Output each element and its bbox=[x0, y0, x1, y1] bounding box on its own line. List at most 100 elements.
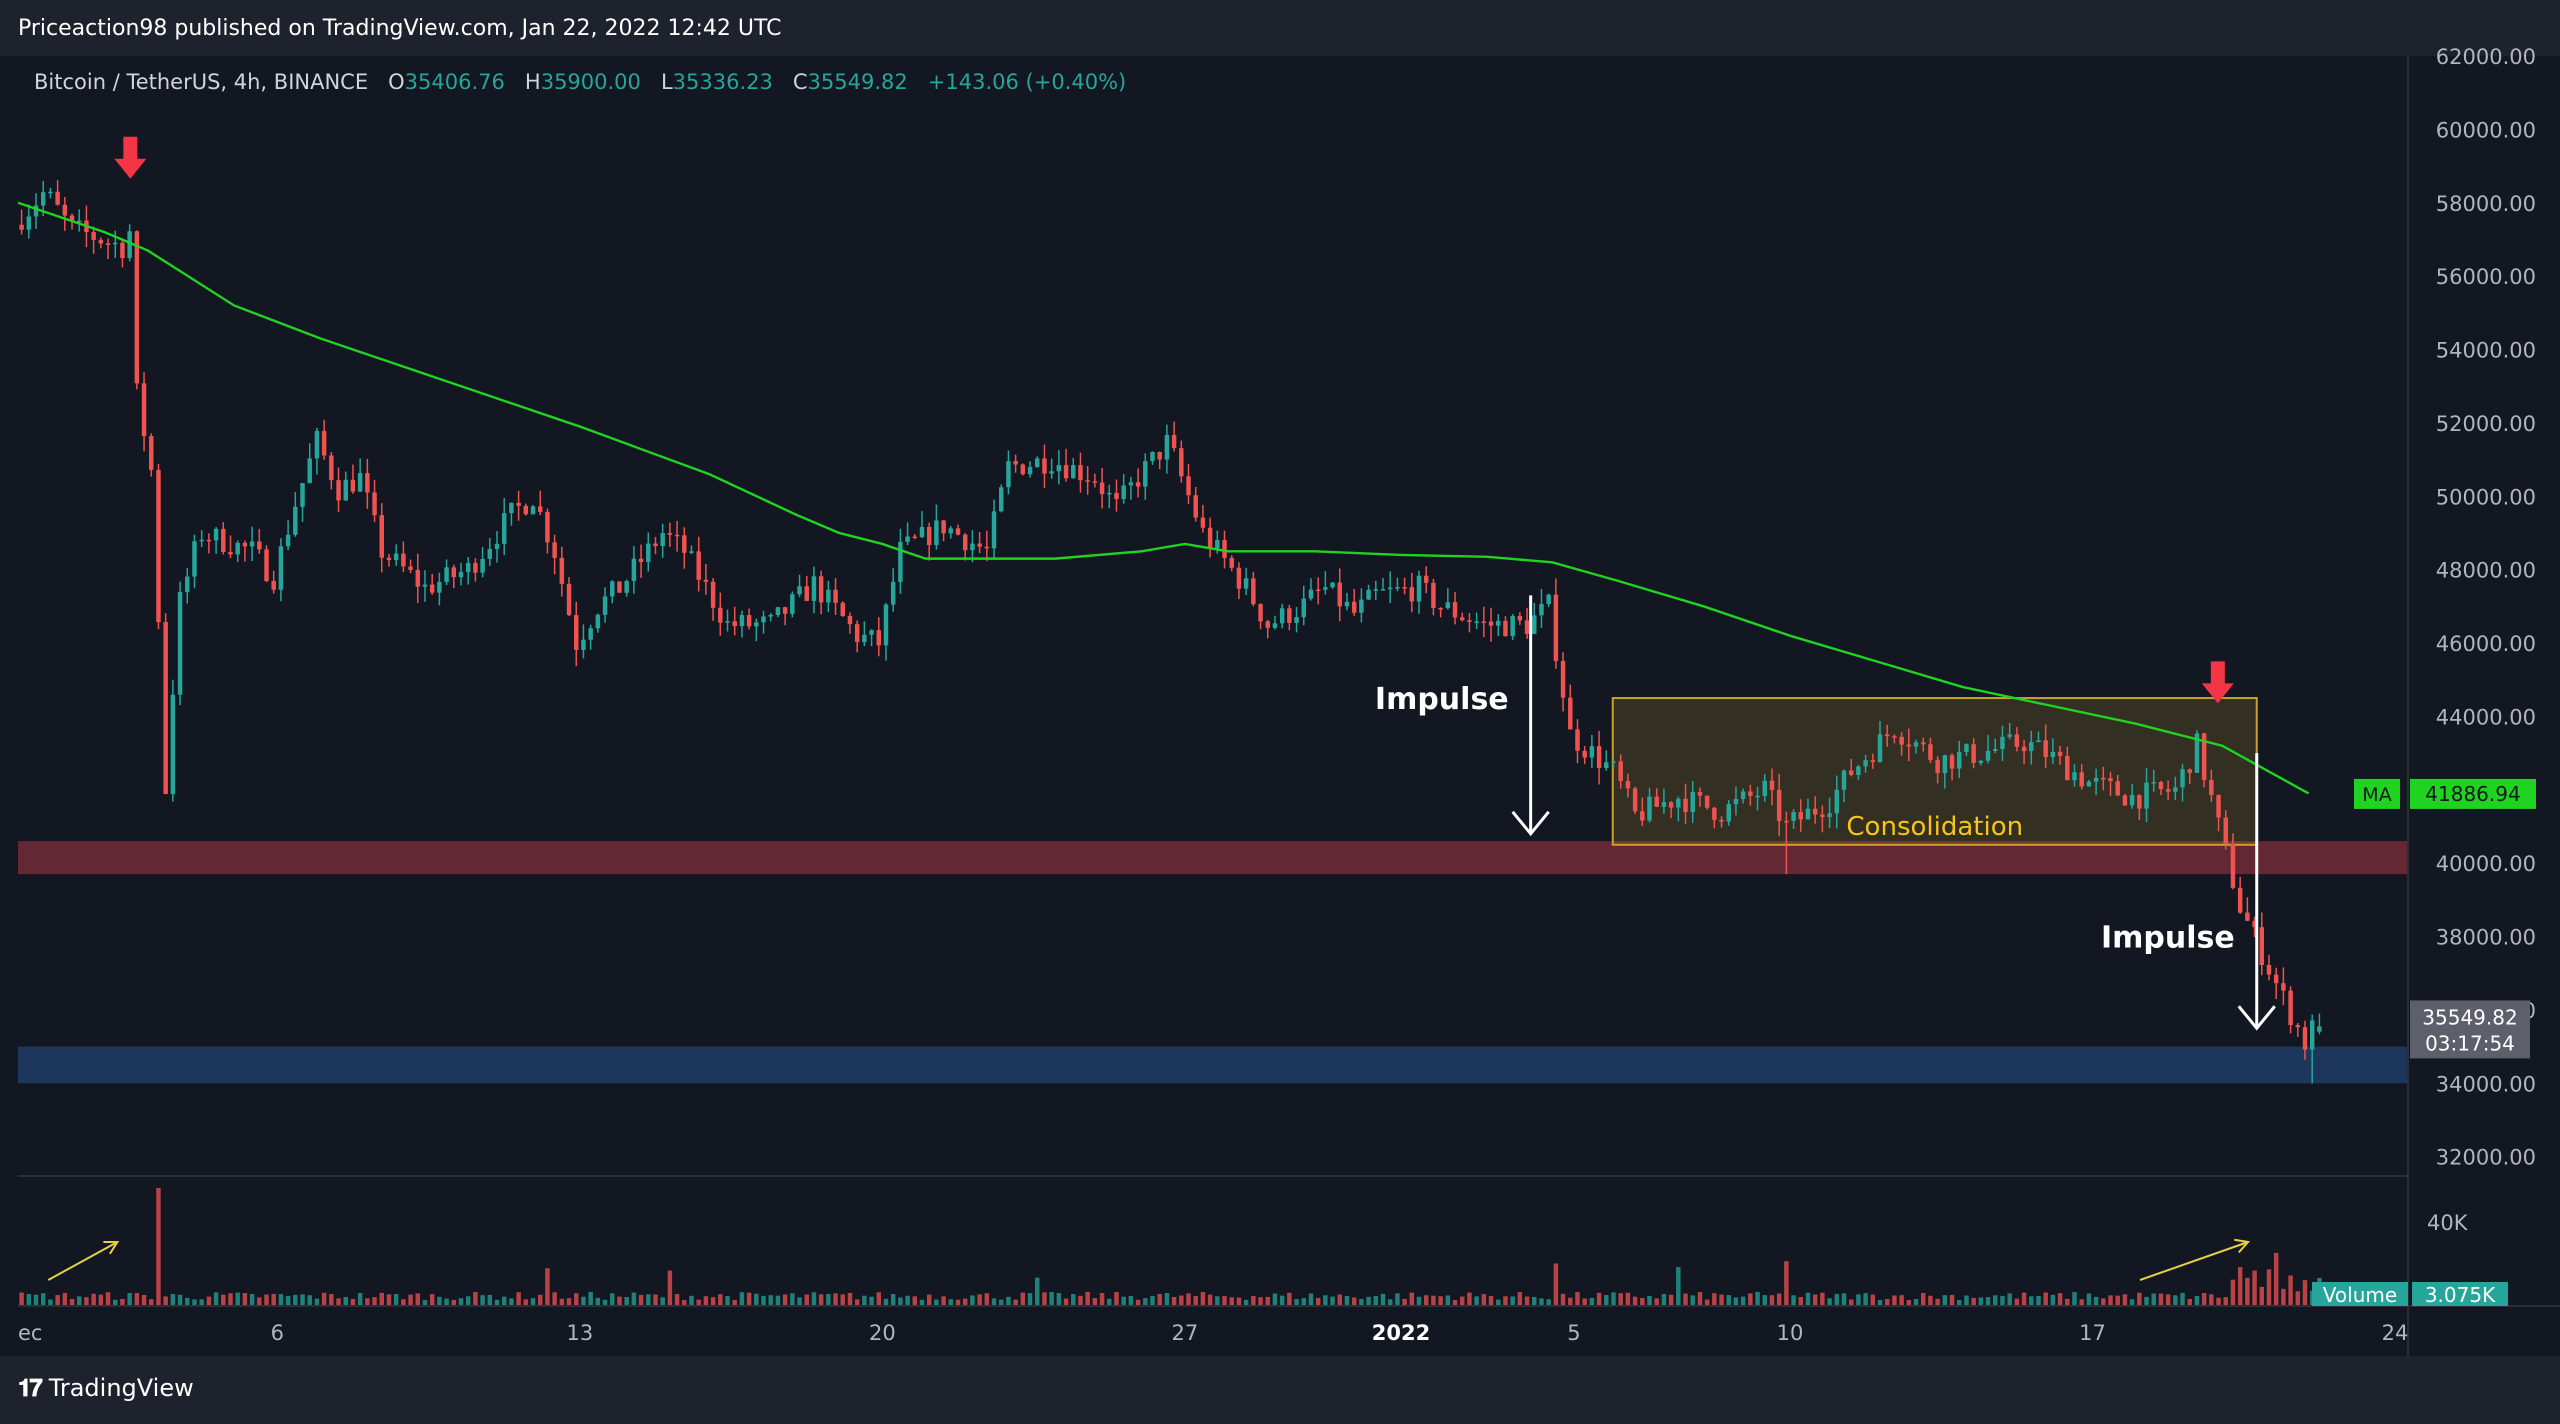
volume-bar bbox=[2165, 1294, 2171, 1306]
candle bbox=[1560, 660, 1566, 698]
candle bbox=[2194, 733, 2200, 773]
candle bbox=[1229, 557, 1234, 568]
volume-bar bbox=[1582, 1298, 1587, 1306]
candle bbox=[545, 511, 550, 543]
volume-bar bbox=[1236, 1297, 1242, 1306]
moving-average-layer bbox=[17, 201, 2310, 795]
volume-bar bbox=[1128, 1296, 1134, 1306]
candle bbox=[48, 191, 53, 194]
volume-bar bbox=[1402, 1298, 1407, 1306]
candle bbox=[790, 594, 795, 614]
volume-bar bbox=[1949, 1294, 1955, 1306]
candle bbox=[1841, 770, 1847, 790]
volume-bar bbox=[926, 1294, 932, 1306]
candle bbox=[1366, 589, 1371, 600]
volume-bar bbox=[2029, 1296, 2034, 1306]
candle bbox=[2317, 1026, 2322, 1032]
volume-bar bbox=[1625, 1292, 1631, 1306]
candle bbox=[1719, 819, 1724, 822]
volume-bar bbox=[422, 1300, 428, 1306]
volume-bar bbox=[739, 1292, 745, 1306]
candle bbox=[1445, 602, 1451, 609]
volume-bar bbox=[206, 1296, 212, 1306]
volume-bar bbox=[840, 1294, 845, 1306]
candle bbox=[1503, 620, 1508, 637]
candle bbox=[1143, 461, 1148, 487]
volume-bar bbox=[69, 1299, 75, 1306]
volume-bar bbox=[1323, 1295, 1328, 1306]
volume-bar bbox=[2151, 1293, 2156, 1306]
candle bbox=[307, 458, 312, 484]
volume-bar bbox=[1712, 1293, 1717, 1306]
volume-bar bbox=[48, 1299, 53, 1306]
candle bbox=[55, 191, 60, 205]
candle bbox=[581, 639, 586, 650]
volume-bar bbox=[862, 1295, 867, 1306]
open-label: O bbox=[388, 70, 405, 94]
candle bbox=[2252, 920, 2257, 928]
candle bbox=[1870, 760, 1876, 762]
price-tick-label: 54000.00 bbox=[2436, 339, 2536, 363]
volume-bar bbox=[113, 1299, 118, 1306]
candle bbox=[2295, 1025, 2301, 1028]
top-header bbox=[0, 0, 2560, 56]
candle bbox=[934, 520, 939, 546]
price-tick-label: 48000.00 bbox=[2436, 559, 2536, 583]
volume-bar bbox=[1928, 1295, 1933, 1306]
volume-bar bbox=[2201, 1293, 2207, 1306]
candle bbox=[1827, 813, 1832, 818]
symbol-legend[interactable]: Bitcoin / TetherUS, 4h, BINANCE O35406.7… bbox=[34, 70, 1126, 94]
candle bbox=[1784, 820, 1789, 823]
volume-bar bbox=[221, 1294, 226, 1306]
bottom-bar bbox=[0, 1356, 2560, 1424]
candle bbox=[473, 563, 478, 573]
volume-bar bbox=[105, 1292, 111, 1306]
candle bbox=[682, 535, 687, 553]
candle bbox=[141, 383, 147, 437]
candle bbox=[429, 584, 435, 593]
candle bbox=[415, 569, 421, 587]
candle bbox=[1099, 482, 1105, 495]
candle bbox=[26, 216, 32, 230]
time-tick-label: 13 bbox=[566, 1321, 593, 1345]
volume-bar bbox=[1510, 1296, 1515, 1306]
candle bbox=[552, 542, 557, 558]
volume-bar bbox=[1568, 1297, 1573, 1306]
candle bbox=[948, 528, 954, 534]
volume-bar bbox=[55, 1295, 60, 1306]
volume-bar bbox=[1553, 1263, 1559, 1306]
volume-bar bbox=[235, 1292, 240, 1306]
candle bbox=[732, 621, 737, 627]
volume-bar bbox=[1668, 1294, 1674, 1306]
candle bbox=[2173, 787, 2178, 792]
volume-bar bbox=[581, 1296, 586, 1306]
candle bbox=[1733, 798, 1739, 805]
volume-bar bbox=[1035, 1277, 1040, 1306]
volume-bar bbox=[516, 1292, 521, 1306]
volume-bar bbox=[1596, 1292, 1602, 1306]
volume-trend-arrow bbox=[47, 1241, 118, 1281]
candle bbox=[718, 607, 723, 623]
candle bbox=[826, 589, 831, 603]
volume-bar bbox=[2288, 1275, 2293, 1306]
impulse-arrowhead bbox=[2237, 1005, 2276, 1031]
volume-bar bbox=[2000, 1295, 2005, 1306]
volume-bar bbox=[912, 1296, 918, 1306]
volume-bar bbox=[1964, 1295, 1969, 1306]
volume-bar bbox=[1762, 1295, 1767, 1306]
candle bbox=[1683, 798, 1688, 812]
price-tick-label: 50000.00 bbox=[2436, 485, 2536, 509]
candle bbox=[1035, 458, 1040, 467]
volume-bar bbox=[1827, 1298, 1832, 1306]
price-tick-label: 56000.00 bbox=[2436, 265, 2536, 289]
volume-bar bbox=[372, 1297, 377, 1306]
volume-bar bbox=[2216, 1297, 2221, 1306]
volume-bar bbox=[595, 1297, 601, 1306]
time-tick-label: 5 bbox=[1567, 1321, 1580, 1345]
volume-bar bbox=[1063, 1298, 1069, 1306]
brand[interactable]: 𝟏𝟕 TradingView bbox=[18, 1374, 194, 1402]
countdown-label: 03:17:54 bbox=[2425, 1031, 2515, 1055]
candle bbox=[912, 536, 918, 539]
volume-bar bbox=[2007, 1293, 2012, 1306]
